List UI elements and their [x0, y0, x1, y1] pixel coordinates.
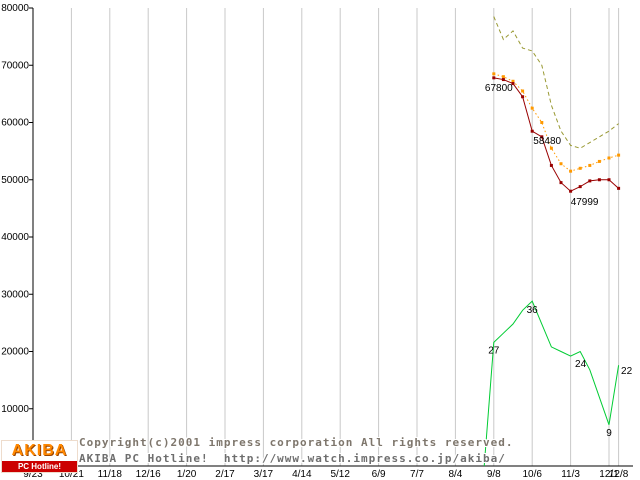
y-tick-label: 50000 — [1, 175, 29, 186]
lowest-price-marker — [588, 179, 592, 183]
x-tick-label: 10/6 — [522, 469, 542, 480]
average-price-marker — [530, 106, 534, 110]
site-credit-text: AKIBA PC Hotline! http://www.watch.impre… — [79, 452, 506, 465]
x-tick-label: 11/18 — [98, 469, 123, 480]
x-tick-label: 3/17 — [254, 469, 274, 480]
average-price-marker — [607, 156, 611, 160]
shop-count-value-label: 36 — [527, 305, 539, 316]
lowest-price-marker — [521, 95, 525, 99]
x-tick-label: 7/7 — [410, 469, 424, 480]
average-price-marker — [597, 159, 601, 163]
lowest-price-marker — [492, 76, 496, 80]
x-tick-label: 11/3 — [561, 469, 580, 480]
x-tick-label: 5/12 — [330, 469, 350, 480]
lowest-price-value-label: 67800 — [485, 83, 513, 94]
average-price-marker — [521, 89, 525, 93]
shop-count-value-label: 24 — [575, 359, 587, 370]
lowest-price-marker — [559, 181, 563, 185]
lowest-price-line — [493, 77, 619, 192]
x-tick-label: 6/9 — [372, 469, 386, 480]
shop-count-value-label: 22 — [621, 366, 633, 377]
x-tick-label: 12/1 — [599, 469, 619, 480]
lowest-price-value-label: 47999 — [571, 197, 599, 208]
y-tick-label: 80000 — [1, 3, 29, 14]
average-price-marker — [569, 169, 573, 173]
average-price-marker — [617, 153, 621, 157]
x-tick-label: 12/8 — [609, 469, 629, 480]
average-price-marker — [559, 162, 563, 166]
average-price-marker — [578, 166, 582, 170]
lowest-price-marker — [501, 78, 505, 82]
x-tick-label: 8/4 — [448, 469, 462, 480]
average-price-marker — [549, 146, 553, 150]
y-tick-label: 40000 — [1, 232, 29, 243]
lowest-price-value-label: 58480 — [533, 136, 561, 147]
shop-count-value-label: 9 — [606, 428, 612, 439]
lowest-price-marker — [530, 129, 534, 133]
average-price-marker — [588, 163, 592, 167]
lowest-price-marker — [511, 82, 515, 86]
lowest-price-marker — [578, 185, 582, 189]
shop-count-value-label: 27 — [488, 345, 500, 356]
akiba-pc-hotline-logo: AKIBA PC Hotline! — [1, 440, 78, 473]
y-tick-label: 20000 — [1, 347, 29, 358]
average-price-marker — [540, 121, 544, 124]
average-price-marker — [492, 72, 496, 76]
lowest-price-marker — [569, 189, 573, 193]
copyright-text: Copyright(c)2001 impress corporation All… — [79, 436, 514, 449]
x-tick-label: 2/17 — [215, 469, 235, 480]
lowest-price-marker — [549, 163, 553, 167]
shop-count-line — [483, 300, 620, 467]
akiba-logo-title: AKIBA — [11, 442, 68, 459]
average-price-marker — [501, 75, 505, 79]
akiba-logo-subtitle: PC Hotline! — [2, 461, 77, 472]
y-tick-label: 10000 — [1, 404, 29, 415]
lowest-price-marker — [617, 186, 621, 190]
x-tick-label: 10/21 — [59, 469, 84, 480]
lowest-price-marker — [607, 178, 611, 182]
y-tick-label: 70000 — [1, 60, 29, 71]
x-tick-label: 4/14 — [292, 469, 312, 480]
x-tick-label: 9/23 — [23, 469, 43, 480]
lowest-price-marker — [597, 178, 601, 182]
y-tick-label: 60000 — [1, 118, 29, 129]
average-price-marker — [511, 79, 515, 83]
x-tick-label: 12/16 — [136, 469, 161, 480]
x-tick-label: 9/8 — [487, 469, 501, 480]
x-tick-label: 1/20 — [177, 469, 197, 480]
y-tick-label: 30000 — [1, 289, 29, 300]
lowest-price-marker — [540, 135, 544, 139]
